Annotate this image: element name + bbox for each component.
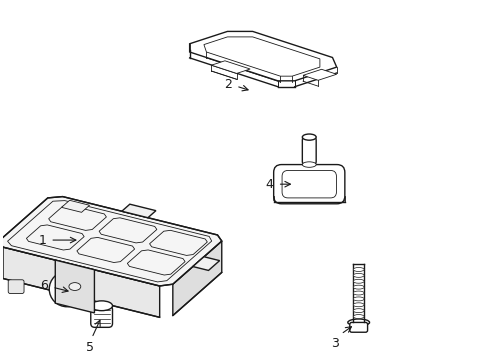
Polygon shape	[0, 197, 221, 286]
Ellipse shape	[60, 282, 74, 296]
FancyBboxPatch shape	[91, 306, 112, 327]
FancyBboxPatch shape	[302, 137, 316, 165]
Text: 2: 2	[224, 78, 232, 91]
Polygon shape	[189, 31, 336, 81]
Ellipse shape	[352, 297, 364, 301]
Polygon shape	[211, 61, 250, 73]
Ellipse shape	[352, 303, 364, 307]
Polygon shape	[203, 37, 319, 76]
Text: 3: 3	[330, 337, 338, 350]
Ellipse shape	[352, 291, 364, 295]
Ellipse shape	[56, 279, 78, 300]
Polygon shape	[61, 200, 89, 212]
FancyBboxPatch shape	[349, 323, 367, 332]
Ellipse shape	[352, 309, 364, 312]
Ellipse shape	[352, 285, 364, 289]
Polygon shape	[172, 241, 221, 316]
Ellipse shape	[352, 279, 364, 283]
Ellipse shape	[91, 301, 112, 311]
Polygon shape	[192, 257, 219, 270]
Ellipse shape	[302, 134, 316, 140]
Polygon shape	[3, 247, 160, 317]
Ellipse shape	[49, 271, 84, 307]
FancyBboxPatch shape	[8, 280, 24, 293]
Ellipse shape	[352, 273, 364, 277]
Text: 5: 5	[85, 341, 94, 354]
FancyBboxPatch shape	[273, 196, 344, 202]
Ellipse shape	[302, 162, 316, 167]
Text: 1: 1	[39, 234, 46, 247]
Ellipse shape	[352, 315, 364, 319]
Polygon shape	[122, 204, 156, 218]
Polygon shape	[303, 69, 336, 80]
FancyBboxPatch shape	[273, 165, 344, 204]
Ellipse shape	[69, 283, 81, 291]
Polygon shape	[55, 260, 94, 313]
FancyBboxPatch shape	[282, 170, 336, 198]
Text: 4: 4	[265, 178, 273, 191]
Ellipse shape	[347, 319, 369, 326]
Ellipse shape	[352, 267, 364, 271]
Text: 6: 6	[41, 279, 48, 292]
